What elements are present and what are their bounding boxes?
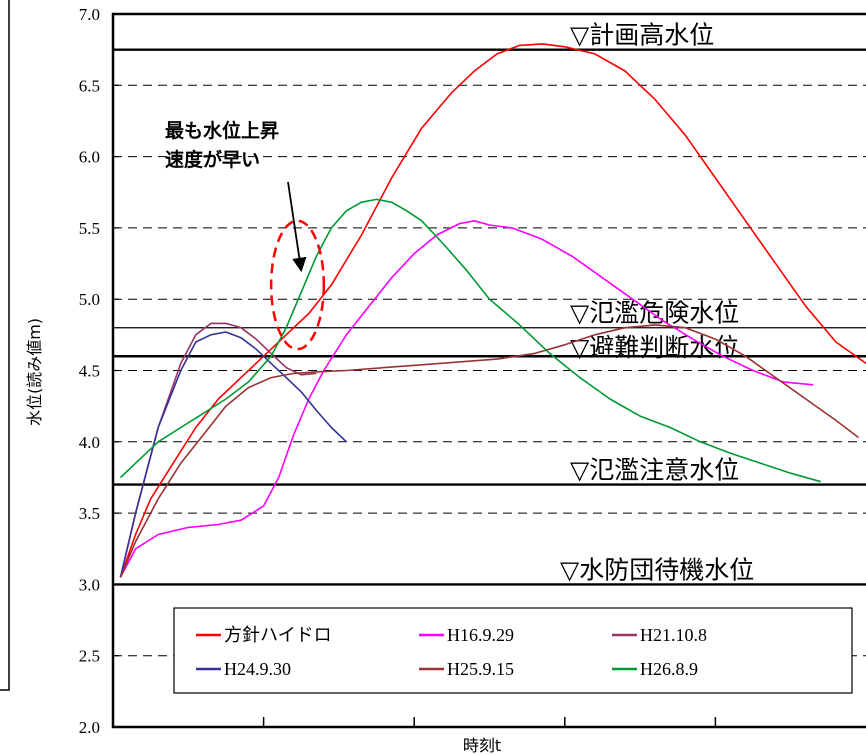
level-label-4: ▽水防団待機水位 xyxy=(560,555,754,584)
series-line-4 xyxy=(119,324,859,578)
y-tick-label: 5.5 xyxy=(79,219,100,238)
y-tick-label: 2.5 xyxy=(79,647,100,666)
series-line-0 xyxy=(119,43,866,578)
y-axis-title: 水位(読み値m) xyxy=(25,318,44,426)
annotation-line-1: 最も水位上昇 xyxy=(165,119,279,142)
series-line-1 xyxy=(119,220,814,578)
y-tick-label: 6.5 xyxy=(79,76,100,95)
annotation: 最も水位上昇 速度が早い xyxy=(165,119,326,351)
legend-label-4: H25.9.15 xyxy=(447,659,514,679)
level-label-2: ▽避難判断水位 xyxy=(570,333,739,362)
y-tick-label: 3.5 xyxy=(79,504,100,523)
x-axis-title: 時刻t xyxy=(463,736,501,755)
legend-label-5: H26.8.9 xyxy=(640,659,698,679)
y-tick-label: 3.0 xyxy=(79,575,100,594)
y-tick-label: 6.0 xyxy=(79,148,100,167)
series-line-5 xyxy=(119,198,822,483)
legend-label-0: 方針ハイドロ xyxy=(224,625,332,645)
level-label-0: ▽計画高水位 xyxy=(570,21,714,50)
level-label-3: ▽氾濫注意水位 xyxy=(570,456,739,485)
data-series xyxy=(119,43,866,578)
y-tick-label: 5.0 xyxy=(79,290,100,309)
legend-box xyxy=(173,607,853,694)
legend-label-2: H21.10.8 xyxy=(640,625,707,645)
reference-levels: ▽計画高水位 ▽氾濫危険水位 ▽避難判断水位 ▽氾濫注意水位 ▽水防団待機水位 xyxy=(113,21,866,586)
y-tick-label: 4.5 xyxy=(79,362,100,381)
y-tick-label: 2.0 xyxy=(79,718,100,737)
outer-frame-edge xyxy=(0,0,10,691)
legend: 方針ハイドロ H16.9.29 H21.10.8 H24.9.30 H25.9.15 H2… xyxy=(173,607,853,694)
x-tick-marks xyxy=(262,717,717,727)
y-tick-label: 7.0 xyxy=(79,5,100,24)
series-line-3 xyxy=(119,331,347,578)
annotation-line-2: 速度が早い xyxy=(165,148,260,171)
legend-label-1: H16.9.29 xyxy=(447,625,514,645)
annotation-ellipse xyxy=(269,219,326,351)
y-tick-labels: 2.0 2.5 3.0 3.5 4.0 4.5 5.0 5.5 6.0 6.5 7.0 xyxy=(79,5,119,737)
level-label-1: ▽氾濫危険水位 xyxy=(570,299,739,328)
legend-label-3: H24.9.30 xyxy=(224,659,291,679)
y-tick-label: 4.0 xyxy=(79,433,100,452)
annotation-arrow xyxy=(287,181,307,273)
